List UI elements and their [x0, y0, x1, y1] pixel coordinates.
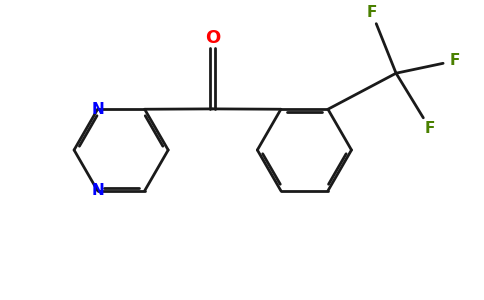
Text: F: F	[424, 121, 435, 136]
Text: F: F	[366, 5, 377, 20]
Text: N: N	[91, 183, 104, 198]
Text: O: O	[205, 28, 220, 46]
Text: N: N	[91, 102, 104, 117]
Text: F: F	[450, 53, 460, 68]
